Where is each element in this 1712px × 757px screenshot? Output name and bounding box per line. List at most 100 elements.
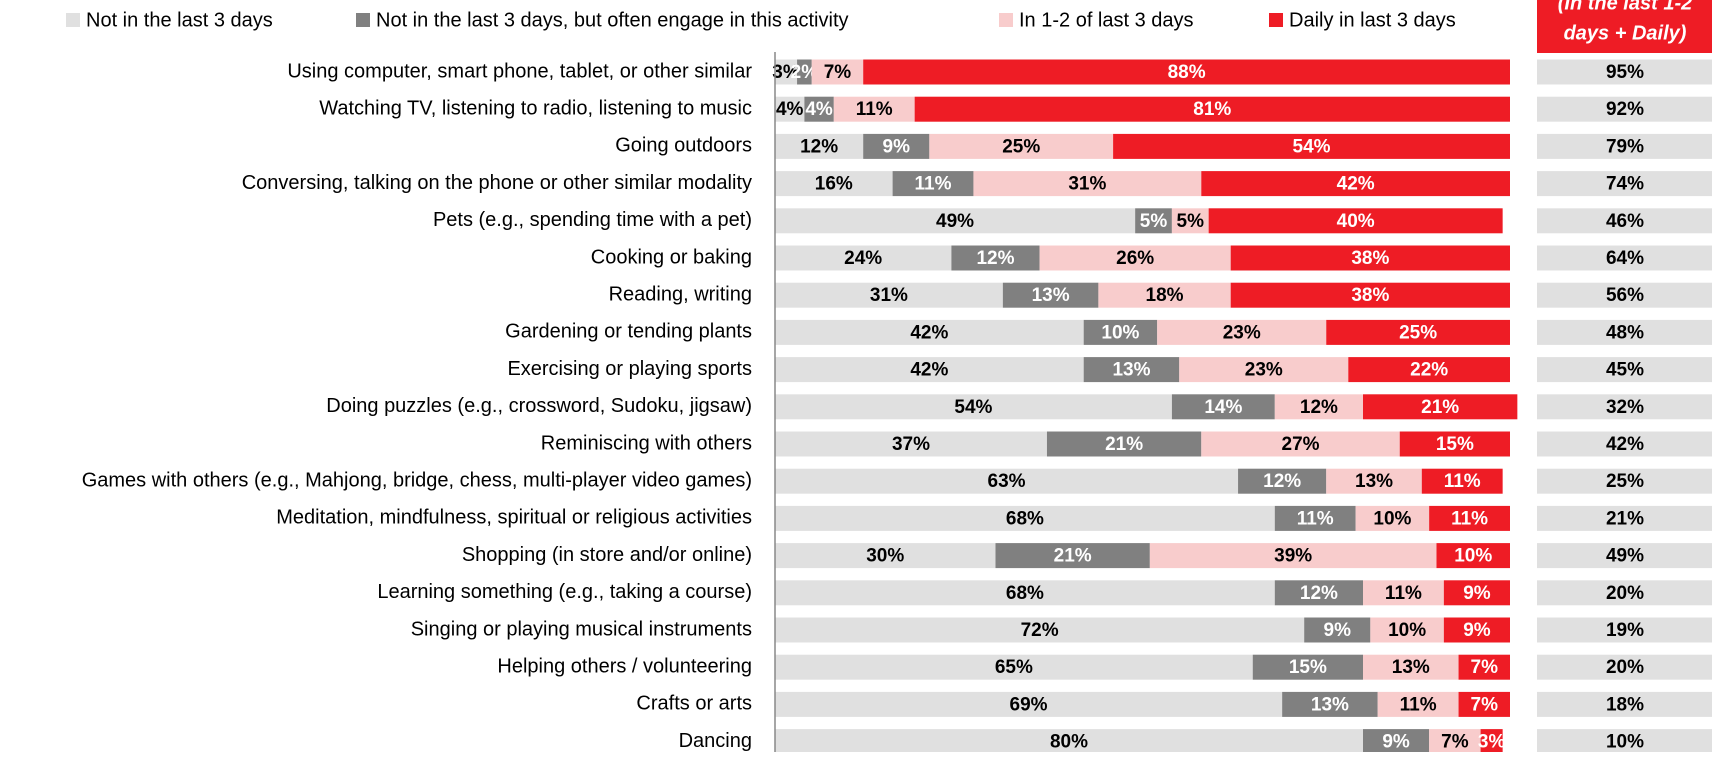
value-label: 7% xyxy=(1471,694,1499,715)
total-header-bg xyxy=(1537,0,1712,53)
category-label: Helping others / volunteering xyxy=(497,655,752,677)
value-label: 38% xyxy=(1351,248,1389,269)
value-label: 12% xyxy=(800,136,838,157)
value-label: 23% xyxy=(1245,360,1283,381)
value-label: 80% xyxy=(1050,732,1088,752)
bar-segment xyxy=(775,208,1136,234)
legend-swatch xyxy=(356,13,370,27)
value-label: 69% xyxy=(1010,694,1048,715)
value-label: 21% xyxy=(1054,546,1092,567)
value-label: 24% xyxy=(844,248,882,269)
total-label: 92% xyxy=(1606,99,1644,120)
total-cell xyxy=(1537,654,1712,680)
value-label: 12% xyxy=(1300,583,1338,604)
bar-segment xyxy=(973,171,1202,197)
bar-segment xyxy=(1363,729,1430,755)
bar-segment xyxy=(775,691,1283,717)
bar-segment xyxy=(1363,654,1459,680)
bar-segment xyxy=(1113,133,1510,159)
value-label: 49% xyxy=(936,211,974,232)
value-label: 11% xyxy=(1444,471,1481,492)
value-label: 72% xyxy=(1021,620,1059,641)
value-label: 65% xyxy=(995,657,1033,678)
category-label: Singing or playing musical instruments xyxy=(411,618,752,640)
value-label: 3% xyxy=(1478,732,1506,752)
bar-segment xyxy=(811,59,864,85)
value-label: 4% xyxy=(776,99,804,120)
total-label: 64% xyxy=(1606,248,1644,269)
category-label: Games with others (e.g., Mahjong, bridge… xyxy=(82,469,752,491)
bar-segment xyxy=(1238,468,1327,494)
bar-segment xyxy=(1201,171,1510,197)
total-label: 56% xyxy=(1606,285,1644,306)
total-label: 46% xyxy=(1606,211,1644,232)
category-label: Doing puzzles (e.g., crossword, Sudoku, … xyxy=(326,395,752,417)
total-cell xyxy=(1537,505,1712,531)
bar-segment xyxy=(775,580,1275,606)
total-cell xyxy=(1537,357,1712,383)
value-label: 15% xyxy=(1436,434,1474,455)
bar-segment xyxy=(775,59,798,85)
value-label: 11% xyxy=(1385,583,1422,604)
bar-segment xyxy=(1157,319,1327,345)
bar-segment xyxy=(1363,580,1444,606)
bar-segment xyxy=(775,245,952,271)
total-cell xyxy=(1537,59,1712,85)
category-label: Going outdoors xyxy=(615,135,752,157)
bar-segment xyxy=(1230,245,1510,271)
value-label: 54% xyxy=(954,397,992,418)
category-label: Using computer, smart phone, tablet, or … xyxy=(287,60,752,82)
bar-segment xyxy=(1083,319,1158,345)
bar-segment xyxy=(1201,431,1400,457)
value-label: 7% xyxy=(824,62,852,83)
bar-segment xyxy=(1436,543,1510,569)
value-label: 63% xyxy=(988,471,1026,492)
value-label: 5% xyxy=(1177,211,1205,232)
legend-swatch xyxy=(1269,13,1283,27)
bar-segment xyxy=(1171,394,1275,420)
value-label: 10% xyxy=(1388,620,1426,641)
value-label: 31% xyxy=(870,285,908,306)
total-cell xyxy=(1537,319,1712,345)
category-label: Shopping (in store and/or online) xyxy=(462,544,752,566)
bar-segment xyxy=(833,96,915,122)
category-label: Reminiscing with others xyxy=(541,432,752,454)
bar-segment xyxy=(951,245,1040,271)
value-label: 14% xyxy=(1204,397,1242,418)
value-label: 68% xyxy=(1006,583,1044,604)
bar-segment xyxy=(1421,468,1503,494)
category-label: Watching TV, listening to radio, listeni… xyxy=(319,97,752,119)
bar-segment xyxy=(775,171,893,197)
value-label: 23% xyxy=(1223,322,1261,343)
bar-segment xyxy=(1304,617,1371,643)
bar-segment xyxy=(995,543,1150,569)
value-label: 10% xyxy=(1101,322,1139,343)
bar-segment xyxy=(775,543,996,569)
bar-segment xyxy=(929,133,1114,159)
value-label: 25% xyxy=(1002,136,1040,157)
total-label: 20% xyxy=(1606,583,1644,604)
bar-segment xyxy=(1274,394,1363,420)
total-header: days + Daily) xyxy=(1564,22,1687,44)
bar-segment xyxy=(1149,543,1437,569)
total-cell xyxy=(1537,617,1712,643)
value-label: 13% xyxy=(1112,360,1150,381)
bar-segment xyxy=(863,59,1510,85)
bar-segment xyxy=(1370,617,1444,643)
total-label: 20% xyxy=(1606,657,1644,678)
value-label: 21% xyxy=(1105,434,1143,455)
value-label: 3% xyxy=(772,62,800,83)
total-cell xyxy=(1537,245,1712,271)
legend-label: In 1-2 of last 3 days xyxy=(1019,9,1194,31)
value-label: 9% xyxy=(1463,620,1491,641)
value-label: 11% xyxy=(1297,508,1334,529)
category-label: Crafts or arts xyxy=(636,693,752,715)
bar-segment xyxy=(1098,282,1231,308)
value-label: 13% xyxy=(1392,657,1430,678)
bar-segment xyxy=(1443,617,1510,643)
total-cell xyxy=(1537,394,1712,420)
total-label: 25% xyxy=(1606,471,1644,492)
bar-segment xyxy=(775,729,1363,755)
value-label: 13% xyxy=(1032,285,1070,306)
